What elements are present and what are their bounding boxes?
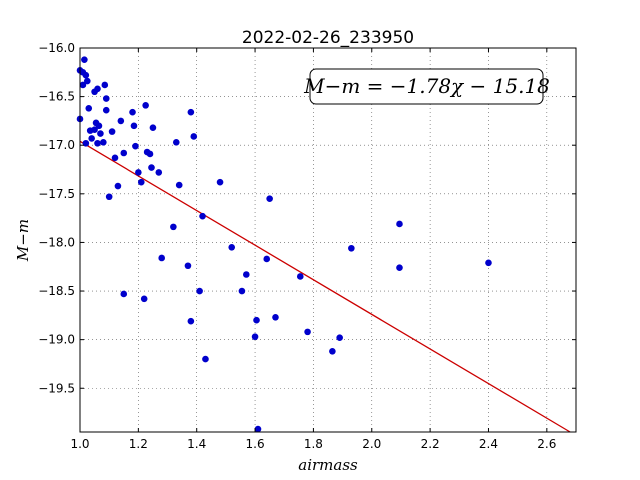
x-tick-label: 2.6: [537, 437, 556, 451]
data-point: [129, 108, 136, 116]
data-point: [82, 139, 90, 147]
data-point: [199, 212, 206, 220]
fit-line: [79, 140, 571, 433]
data-point: [336, 334, 343, 342]
data-point: [81, 56, 88, 63]
data-point: [155, 169, 163, 176]
data-point: [91, 126, 98, 133]
data-point: [137, 178, 145, 186]
y-tick-label: −17.5: [38, 187, 75, 201]
y-tick-label: −19.0: [38, 333, 75, 347]
data-point: [396, 220, 403, 228]
data-point: [102, 106, 110, 114]
data-point: [304, 328, 311, 336]
data-point: [238, 287, 246, 295]
x-tick-label: 2.2: [421, 437, 440, 451]
data-point: [266, 195, 273, 202]
data-point: [329, 348, 336, 355]
data-point: [114, 182, 122, 190]
data-point: [82, 71, 90, 79]
data-point: [120, 149, 128, 157]
x-axis-label: airmass: [298, 456, 358, 474]
data-point: [158, 254, 165, 262]
data-point: [120, 290, 128, 298]
fit-equation-text: M−m = −1.78χ − 15.18: [303, 74, 550, 98]
data-point: [85, 104, 93, 112]
data-points: [76, 56, 492, 433]
data-point: [348, 244, 355, 252]
y-tick-label: −16.5: [38, 90, 75, 104]
y-tick-label: −17.0: [38, 138, 75, 152]
data-point: [142, 102, 149, 109]
data-point: [95, 122, 103, 130]
data-point: [132, 142, 139, 150]
data-point: [196, 287, 203, 295]
chart-title: 2022-02-26_233950: [242, 28, 414, 48]
y-tick-label: −18.5: [38, 284, 75, 298]
data-point: [243, 271, 250, 278]
data-point: [111, 154, 119, 162]
data-point: [184, 262, 192, 270]
data-point: [146, 150, 154, 158]
data-point: [187, 317, 195, 325]
x-tick-label: 1.0: [70, 437, 89, 451]
data-point: [202, 355, 209, 363]
x-tick-label: 1.8: [304, 437, 323, 451]
data-point: [228, 243, 236, 251]
data-point: [105, 193, 113, 201]
data-point: [79, 81, 87, 89]
data-point: [190, 133, 198, 140]
data-point: [187, 108, 195, 116]
data-point: [263, 255, 271, 263]
data-point: [296, 273, 304, 280]
fit-line-group: [79, 140, 571, 433]
data-point: [254, 425, 262, 433]
data-point: [272, 313, 279, 321]
data-point: [140, 295, 148, 303]
data-point: [102, 95, 110, 102]
data-point: [88, 135, 95, 142]
plot-area: 1.0 1.2 1.4 1.6 1.8 2.0 2.2 2.4 2.6 −16.0 −16.5 −17…: [38, 41, 577, 451]
data-point: [117, 117, 125, 125]
data-point: [396, 264, 403, 272]
x-tick-label: 1.4: [187, 437, 206, 451]
data-point: [148, 164, 155, 171]
y-tick-label: −18.0: [38, 235, 75, 249]
x-tick-label: 1.2: [129, 437, 148, 451]
grid-lines: [79, 47, 576, 432]
data-point: [94, 85, 101, 93]
data-point: [253, 316, 260, 324]
data-point: [485, 259, 492, 267]
y-tick-label: −19.5: [38, 381, 75, 395]
data-point: [100, 138, 107, 146]
data-point: [108, 128, 116, 135]
data-point: [216, 178, 224, 186]
plot-frame: [79, 47, 577, 433]
fit-equation-box: M−m = −1.78χ − 15.18: [303, 68, 550, 105]
axis-ticks: 1.0 1.2 1.4 1.6 1.8 2.0 2.2 2.4 2.6 −16.0 −16.5 −17…: [38, 41, 576, 451]
data-point: [251, 333, 259, 341]
data-point: [101, 81, 109, 89]
fit-equation-frame: [309, 68, 544, 105]
y-tick-label: −16.0: [38, 41, 75, 55]
data-point: [170, 223, 177, 231]
x-tick-label: 1.6: [246, 437, 265, 451]
y-axis-label: M−m: [14, 219, 32, 262]
data-point: [172, 138, 180, 146]
data-point: [83, 77, 91, 85]
data-point: [135, 169, 142, 176]
data-point: [130, 122, 138, 130]
data-point: [175, 181, 183, 189]
data-point: [97, 130, 104, 137]
data-point: [149, 124, 157, 132]
x-tick-label: 2.4: [479, 437, 498, 451]
x-tick-label: 2.0: [362, 437, 381, 451]
data-point: [94, 139, 101, 147]
